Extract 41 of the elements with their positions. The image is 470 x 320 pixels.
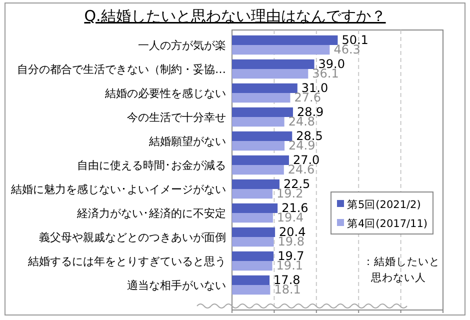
- bar: [232, 203, 278, 213]
- bar: [232, 261, 272, 271]
- bar: [232, 35, 338, 45]
- bar: [232, 165, 284, 175]
- chart-title: Q.結婚したいと思わない理由はなんですか？: [84, 7, 386, 25]
- bar: [232, 69, 308, 79]
- bar: [232, 275, 270, 285]
- data-label: 19.4: [276, 210, 304, 225]
- legend-label: 第5回(2021/2): [347, 199, 421, 211]
- y-tick-label: 適当な相手がいない: [127, 279, 226, 292]
- bar: [232, 227, 276, 237]
- bar: [232, 107, 293, 117]
- annotation: ：結婚したいと思わない人: [363, 256, 440, 284]
- bar: [232, 155, 289, 165]
- y-tick-label: 結婚願望がない: [148, 135, 226, 148]
- y-tick-label: 今の生活で十分幸せ: [127, 111, 226, 124]
- bar: [232, 179, 280, 189]
- y-tick-label: 一人の方が気が楽: [138, 39, 226, 52]
- data-label: 19.2: [276, 186, 304, 201]
- bar: [232, 213, 273, 223]
- bar: [232, 251, 274, 261]
- bar: [232, 189, 273, 199]
- y-tick-label: 経済力がない･経済的に不安定: [76, 207, 226, 220]
- bar: [232, 117, 284, 127]
- y-tick-label: 義父母や親戚などとのつきあいが面倒: [39, 231, 226, 244]
- bar: [232, 141, 285, 151]
- bar: [232, 59, 314, 69]
- bar: [232, 83, 298, 93]
- legend-label: 第4回(2017/11): [347, 218, 428, 230]
- bar: [232, 131, 292, 141]
- data-label: 24.6: [288, 162, 315, 177]
- y-tick-label: 結婚に魅力を感じない･よいイメージがない: [10, 183, 226, 196]
- y-tick-label: 自由に使える時間･お金が減る: [77, 159, 226, 172]
- y-tick-label: 自分の都合で生活できない（制約・妥協…: [17, 63, 226, 76]
- bar: [232, 45, 330, 55]
- bar: [232, 93, 290, 103]
- bar: [232, 285, 270, 295]
- y-tick-label: 結婚するには年をとりすぎていると思う: [27, 255, 226, 268]
- bar: [232, 237, 274, 247]
- y-tick-label: 結婚の必要性を感じない: [104, 87, 226, 100]
- data-label: 19.8: [278, 234, 304, 249]
